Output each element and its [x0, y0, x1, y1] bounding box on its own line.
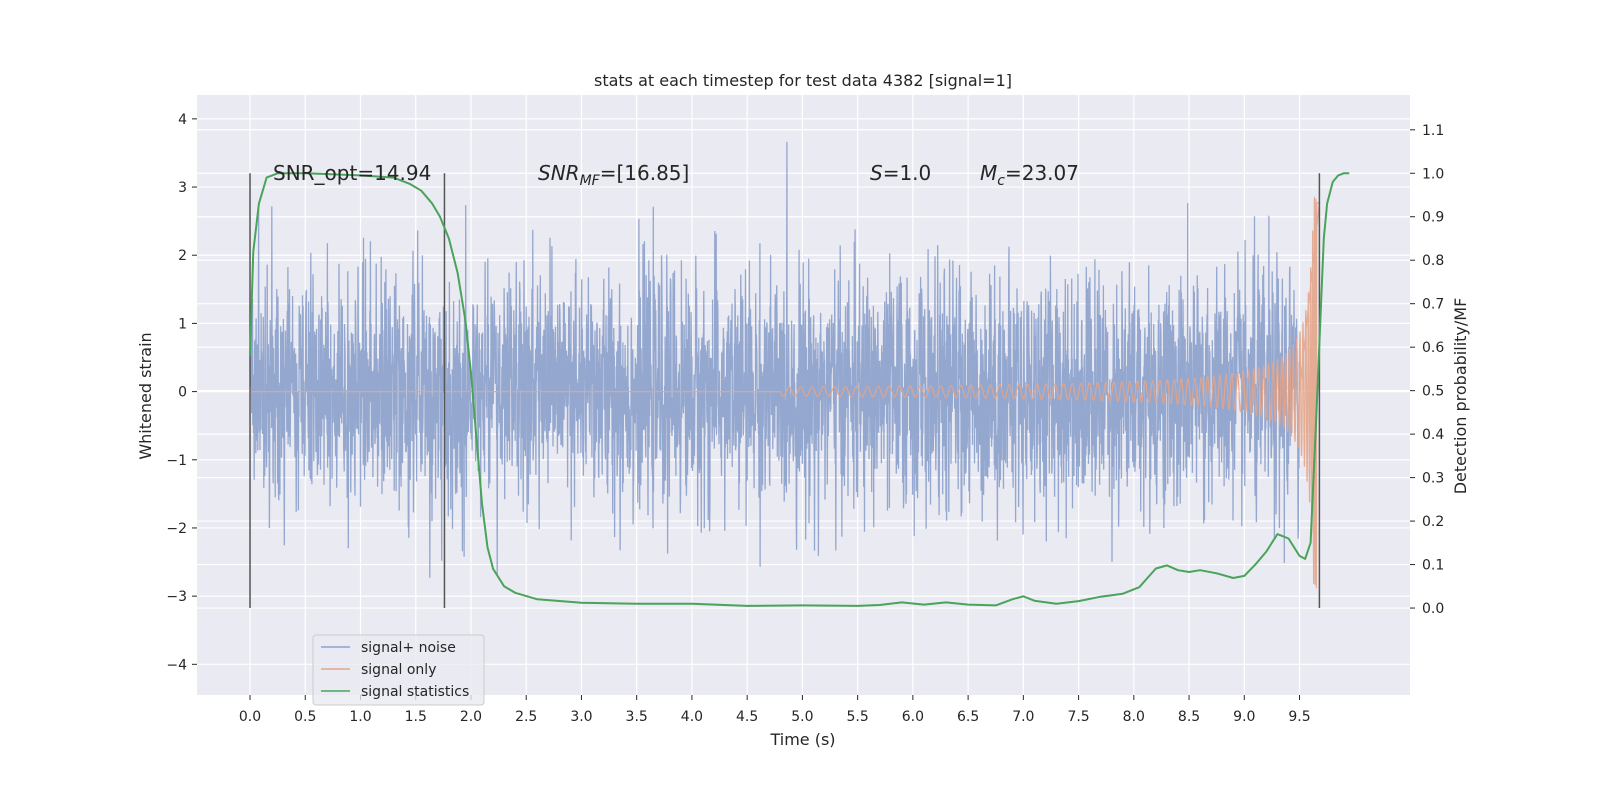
x-tick-label: 3.0 — [570, 709, 592, 725]
legend-box — [312, 634, 485, 706]
x-tick-label: 7.0 — [1012, 709, 1034, 725]
y-axis-ticks: 4 3 2 1 0 −1 −2 −3 −4 — [166, 112, 197, 673]
y2-tick-label: 0.3 — [1422, 471, 1444, 487]
annotation-snr-opt: SNR_opt=14.94 — [273, 161, 431, 185]
y2-tick-label: 0.7 — [1422, 297, 1444, 313]
x-tick-label: 1.0 — [349, 709, 371, 725]
y-tick-label: −3 — [166, 589, 187, 605]
probability-line — [249, 172, 1350, 607]
x-tick-label: 6.0 — [902, 709, 924, 725]
x-tick-label: 0.0 — [239, 709, 261, 725]
x-tick-label: 4.0 — [681, 709, 703, 725]
x-axis-label: Time (s) — [769, 730, 835, 749]
annotation-s-value: =1.0 — [883, 161, 932, 185]
x-tick-label: 6.5 — [957, 709, 979, 725]
x-tick-label: 4.5 — [736, 709, 758, 725]
x-tick-label: 2.5 — [515, 709, 537, 725]
series-signal-noise — [249, 141, 1301, 578]
annotation-s: S=1.0 — [870, 161, 931, 185]
legend-label-signal-noise: signal+ noise — [361, 640, 456, 656]
y-axis-label: Whitened strain — [136, 332, 155, 459]
x-axis-ticks: 0.0 0.5 1.0 1.5 2.0 2.5 3.0 3.5 4.0 4.5 5.0 5.5 6.0 6… — [239, 695, 1311, 725]
x-tick-label: 0.5 — [294, 709, 316, 725]
annotation-mc-sub: c — [997, 173, 1005, 189]
y-tick-label: 1 — [178, 316, 187, 332]
y2-tick-label: 0.0 — [1422, 601, 1444, 617]
x-tick-label: 9.5 — [1288, 709, 1310, 725]
y-tick-label: −1 — [166, 453, 187, 469]
y2-tick-label: 0.2 — [1422, 514, 1444, 530]
y2-tick-label: 1.0 — [1422, 166, 1444, 182]
annotation-mc: Mc=23.07 — [980, 161, 1079, 189]
y-tick-label: −2 — [166, 521, 187, 537]
y-tick-label: 0 — [178, 385, 187, 401]
x-tick-label: 8.0 — [1123, 709, 1145, 725]
series-signal-only — [250, 196, 1321, 589]
y-tick-label: 3 — [178, 180, 187, 196]
annotation-mc-value: =23.07 — [1005, 161, 1079, 185]
legend: signal+ noise signal only signal statist… — [312, 634, 485, 706]
y-tick-label: 4 — [178, 112, 187, 128]
y2-axis-ticks: 1.1 1.0 0.9 0.8 0.7 0.6 0.5 0.4 0.3 0.2 0.1 0.0 — [1410, 123, 1444, 617]
legend-label-signal-statistics: signal statistics — [361, 684, 469, 700]
x-tick-label: 3.5 — [626, 709, 648, 725]
chart-title: stats at each timestep for test data 438… — [594, 71, 1012, 90]
x-tick-label: 7.5 — [1067, 709, 1089, 725]
x-tick-label: 8.5 — [1178, 709, 1200, 725]
annotation-mc-main: M — [980, 161, 997, 185]
x-tick-label: 5.5 — [846, 709, 868, 725]
x-tick-label: 9.0 — [1233, 709, 1255, 725]
annotation-s-main: S — [870, 161, 883, 185]
x-tick-label: 1.5 — [405, 709, 427, 725]
annotation-snr-mf-value: =[16.85] — [600, 161, 690, 185]
y2-axis-label: Detection probability/MF — [1451, 298, 1470, 495]
y2-tick-label: 0.9 — [1422, 210, 1444, 226]
y2-tick-label: 0.4 — [1422, 427, 1444, 443]
y-tick-label: 2 — [178, 248, 187, 264]
chirp-trace — [779, 196, 1321, 589]
x-tick-label: 2.0 — [460, 709, 482, 725]
x-tick-label: 5.0 — [791, 709, 813, 725]
legend-label-signal-only: signal only — [361, 662, 436, 678]
y2-tick-label: 0.1 — [1422, 558, 1444, 574]
vertical-markers — [249, 173, 1321, 609]
annotation-snr-mf-main: SNR — [538, 161, 580, 185]
y2-tick-label: 0.5 — [1422, 384, 1444, 400]
y-tick-label: −4 — [166, 657, 187, 673]
y2-tick-label: 1.1 — [1422, 123, 1444, 139]
noise-trace — [249, 141, 1301, 578]
y2-tick-label: 0.6 — [1422, 340, 1444, 356]
y2-tick-label: 0.8 — [1422, 253, 1444, 269]
annotation-snr-mf: SNRMF=[16.85] — [538, 161, 689, 189]
series-signal-statistics — [249, 172, 1350, 607]
annotation-snr-mf-sub: MF — [580, 173, 601, 189]
